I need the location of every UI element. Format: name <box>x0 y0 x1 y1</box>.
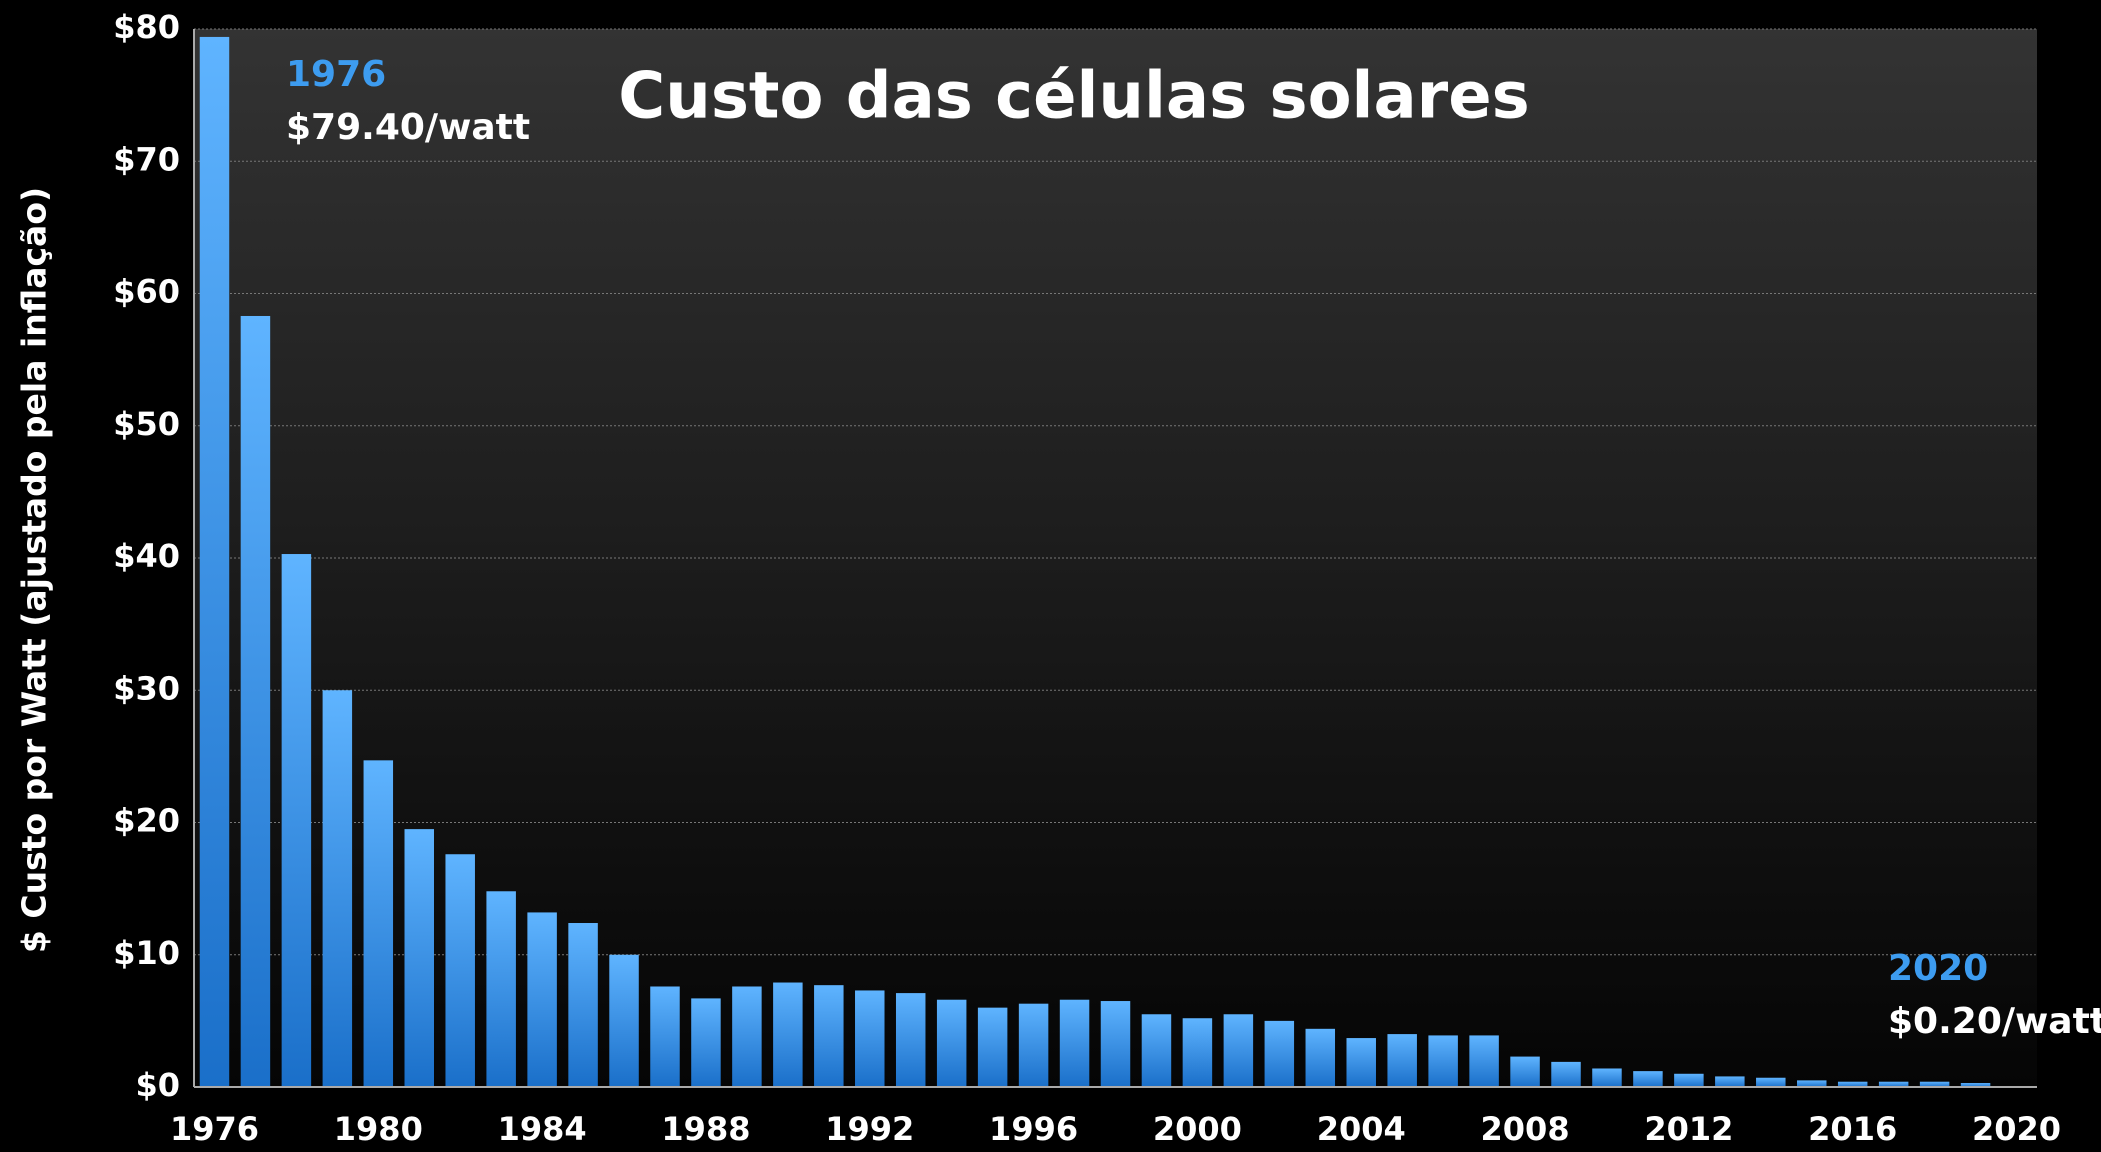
annotation-value: $0.20/watt <box>1888 1001 2101 1042</box>
x-tick-label: 1988 <box>661 1110 750 1148</box>
bar <box>650 986 680 1087</box>
bar <box>363 760 394 1087</box>
annotation-year: 2020 <box>1888 948 1988 989</box>
bar <box>1837 1081 1868 1087</box>
bar <box>773 982 803 1087</box>
y-tick-label: $40 <box>113 537 180 575</box>
bar <box>1059 999 1090 1087</box>
bar <box>1264 1020 1295 1087</box>
bar <box>404 829 434 1087</box>
y-tick-label: $30 <box>113 669 180 707</box>
bar <box>527 912 557 1087</box>
x-tick-label: 1996 <box>989 1110 1078 1148</box>
y-tick-label: $80 <box>113 8 180 46</box>
bar <box>281 554 312 1087</box>
x-tick-label: 1976 <box>170 1110 259 1148</box>
x-tick-label: 2020 <box>1972 1110 2061 1148</box>
bar <box>568 923 598 1087</box>
bar <box>691 998 721 1087</box>
x-tick-label: 1984 <box>498 1110 587 1148</box>
bar <box>1756 1077 1786 1087</box>
bar <box>855 990 885 1087</box>
bar <box>1305 1028 1336 1087</box>
bar <box>1715 1076 1745 1087</box>
bar <box>1387 1034 1417 1087</box>
bar <box>1141 1014 1172 1087</box>
x-tick-label: 2004 <box>1317 1110 1406 1148</box>
bar <box>1919 1081 1950 1087</box>
bar <box>445 854 475 1087</box>
bar <box>1428 1035 1458 1087</box>
bar <box>1346 1038 1376 1087</box>
x-tick-label: 2008 <box>1481 1110 1570 1148</box>
bar <box>1182 1018 1213 1087</box>
bar <box>1100 1001 1131 1087</box>
y-tick-label: $20 <box>113 802 180 840</box>
bar <box>732 986 762 1087</box>
x-tick-label: 1992 <box>825 1110 914 1148</box>
y-axis-label: $ Custo por Watt (ajustado pela inflação… <box>15 187 54 953</box>
x-tick-label: 2012 <box>1644 1110 1733 1148</box>
bar <box>895 993 926 1087</box>
bar <box>1633 1071 1663 1087</box>
bar <box>1018 1003 1049 1087</box>
x-tick-label: 2000 <box>1153 1110 1242 1148</box>
bar <box>1797 1080 1827 1087</box>
y-tick-label: $60 <box>113 273 180 311</box>
bar <box>1878 1081 1909 1087</box>
bar <box>814 985 844 1087</box>
bar <box>486 891 516 1087</box>
bar <box>240 315 271 1087</box>
x-tick-label: 1980 <box>334 1110 423 1148</box>
x-tick-label: 2016 <box>1808 1110 1897 1148</box>
bar <box>1469 1035 1499 1087</box>
chart-title: Custo das células solares <box>618 60 1529 134</box>
bar <box>936 999 967 1087</box>
bar <box>322 690 353 1087</box>
bar <box>199 36 230 1087</box>
bar <box>1674 1073 1704 1087</box>
y-tick-label: $0 <box>135 1066 180 1104</box>
bar <box>1510 1056 1540 1087</box>
bar <box>1960 1083 1991 1087</box>
y-tick-label: $10 <box>113 934 180 972</box>
bar <box>977 1007 1008 1087</box>
bar <box>1223 1014 1254 1087</box>
bar <box>609 954 639 1087</box>
bar <box>1592 1068 1622 1087</box>
annotation-year: 1976 <box>286 54 386 95</box>
y-tick-label: $70 <box>113 140 180 178</box>
y-tick-label: $50 <box>113 405 180 443</box>
annotation-value: $79.40/watt <box>286 107 530 148</box>
bar <box>1551 1061 1581 1087</box>
